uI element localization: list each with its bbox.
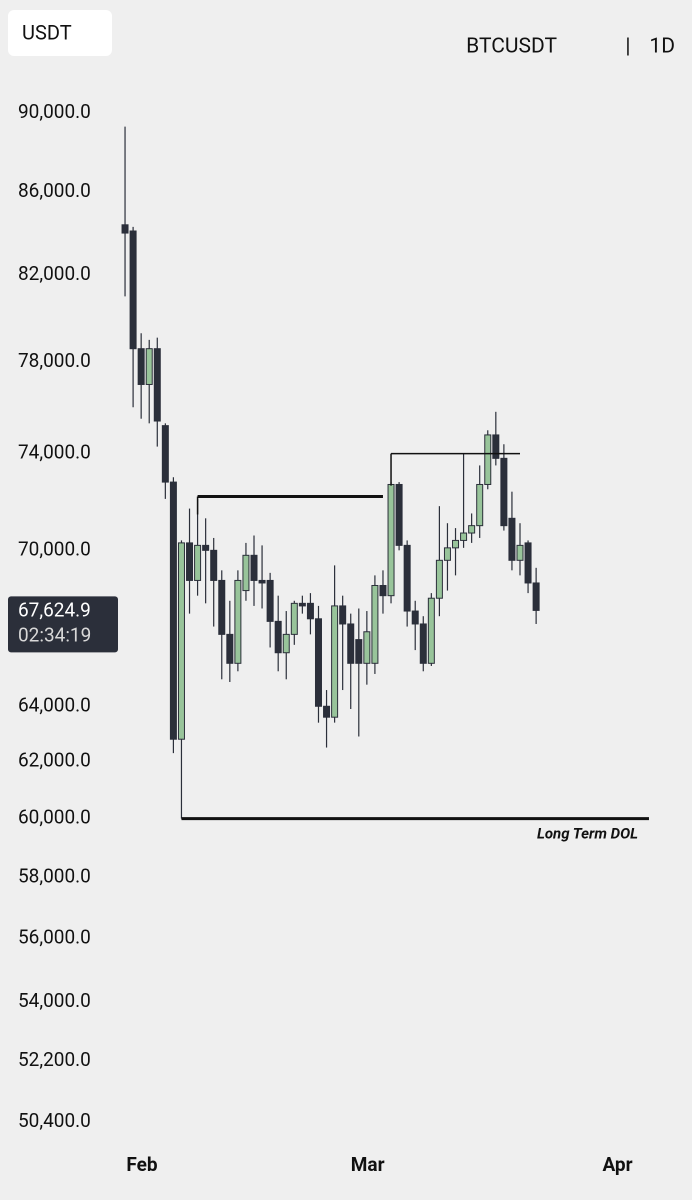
candle-body	[161, 425, 169, 483]
candle-body	[137, 348, 145, 385]
y-tick-label: 52,200.0	[18, 1048, 91, 1071]
candle-body	[266, 579, 274, 622]
candle-body	[395, 483, 403, 546]
candle-body	[202, 544, 210, 551]
last-price: 67,624.9	[18, 598, 91, 621]
countdown: 02:34:19	[18, 623, 91, 646]
candle-body	[169, 481, 177, 740]
candle-body	[298, 602, 306, 607]
candle-body	[508, 517, 516, 561]
symbol: BTCUSDT	[466, 35, 557, 59]
interval: 1D	[649, 35, 675, 59]
candle-body	[218, 579, 226, 635]
candle-body	[411, 610, 419, 625]
candle-body	[427, 597, 435, 664]
y-tick-label: 64,000.0	[18, 693, 91, 716]
x-tick-label: Apr	[602, 1153, 632, 1176]
candle-body	[282, 633, 290, 654]
candle-body	[258, 579, 266, 584]
candle-body	[403, 544, 411, 612]
candle-body	[355, 639, 363, 664]
candle-body	[379, 584, 387, 597]
candle-body	[500, 457, 508, 527]
candle-body	[177, 542, 185, 740]
y-tick-label: 58,000.0	[18, 865, 91, 888]
candle-body	[347, 623, 355, 664]
y-tick-label: 78,000.0	[18, 349, 91, 372]
currency-button[interactable]	[8, 10, 112, 56]
candle-body	[323, 705, 331, 718]
candle-body	[250, 554, 258, 581]
candle-body	[153, 348, 161, 422]
candle-body	[290, 602, 298, 635]
candle-body	[121, 224, 129, 234]
candle-body	[524, 542, 532, 584]
y-tick-label: 70,000.0	[18, 537, 91, 560]
candle-body	[532, 582, 540, 611]
candle-body	[484, 434, 492, 485]
candle-body	[186, 542, 194, 581]
candle-body	[242, 554, 250, 592]
candle-body	[516, 544, 524, 561]
candle-body	[194, 544, 202, 581]
y-tick-label: 62,000.0	[18, 749, 91, 772]
y-tick-label: 74,000.0	[18, 441, 91, 464]
currency-label: USDT	[22, 20, 72, 44]
candle-body	[210, 549, 218, 581]
separator: |	[625, 35, 630, 59]
candle-body	[306, 602, 314, 620]
candle-body	[129, 230, 137, 350]
candle-body	[371, 584, 379, 664]
x-tick-label: Feb	[126, 1153, 157, 1176]
candle-body	[492, 434, 500, 459]
candle-body	[443, 547, 451, 561]
candle-body	[226, 633, 234, 664]
candle-body	[331, 605, 339, 718]
candle-body	[314, 618, 322, 707]
candle-body	[468, 525, 476, 534]
candle-body	[387, 483, 395, 597]
y-tick-label: 54,000.0	[18, 989, 91, 1012]
candle-body	[452, 539, 460, 549]
candle-body	[460, 532, 468, 541]
candle-body	[435, 559, 443, 599]
y-tick-label: 86,000.0	[18, 179, 91, 202]
y-tick-label: 82,000.0	[18, 262, 91, 285]
x-tick-label: Mar	[351, 1153, 385, 1176]
candle-body	[339, 605, 347, 625]
y-tick-label: 56,000.0	[18, 926, 91, 949]
y-tick-label: 60,000.0	[18, 806, 91, 829]
candle-body	[234, 579, 242, 664]
candle-body	[363, 631, 371, 664]
level-label: Long Term DOL	[537, 825, 638, 843]
candle-body	[419, 623, 427, 664]
price-tag	[8, 596, 118, 653]
candle-body	[274, 620, 282, 654]
candle-body	[145, 348, 153, 385]
y-tick-label: 50,400.0	[18, 1109, 91, 1132]
y-tick-label: 90,000.0	[18, 100, 91, 123]
candle-body	[476, 483, 484, 527]
